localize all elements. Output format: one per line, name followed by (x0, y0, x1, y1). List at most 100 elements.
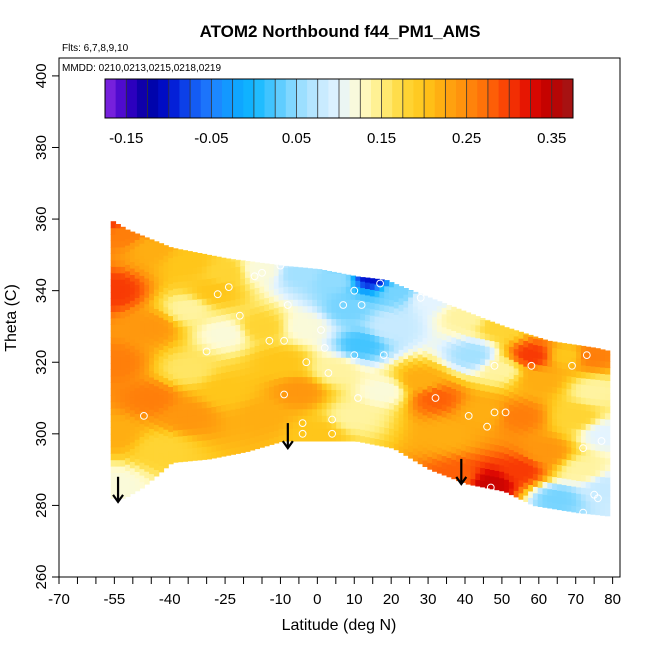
heatmap-cell (120, 446, 126, 454)
heatmap-cell (245, 341, 251, 349)
heatmap-cell (278, 396, 284, 404)
heatmap-cell (297, 318, 304, 326)
heatmap-cell (269, 386, 275, 394)
heatmap-cell (580, 410, 587, 417)
heatmap-cell (144, 471, 150, 479)
heatmap-cell (345, 421, 352, 429)
heatmap-cell (125, 315, 131, 323)
heatmap-cell (393, 346, 400, 354)
heatmap-cell (417, 315, 424, 323)
heatmap-cell (254, 268, 260, 276)
heatmap-cell (604, 425, 611, 433)
heatmap-cell (484, 371, 491, 379)
heatmap-cell (125, 412, 131, 420)
heatmap-cell (547, 456, 553, 464)
heatmap-cell (321, 363, 328, 371)
heatmap-cell (273, 391, 280, 399)
heatmap-cell (297, 376, 304, 384)
heatmap-cell (216, 334, 222, 342)
heatmap-cell (389, 428, 395, 436)
heatmap-cell (432, 348, 438, 356)
heatmap-cell (197, 388, 203, 396)
heatmap-cell (552, 405, 558, 413)
heatmap-cell (158, 388, 165, 396)
heatmap-cell (451, 330, 457, 338)
heatmap-cell (408, 419, 414, 427)
heatmap-cell (345, 428, 352, 436)
heatmap-cell (134, 303, 141, 311)
heatmap-cell (441, 391, 448, 399)
heatmap-cell (494, 373, 500, 381)
heatmap-cell (115, 266, 121, 274)
heatmap-cell (446, 386, 452, 394)
heatmap-cell (278, 364, 284, 372)
heatmap-cell (499, 451, 505, 459)
heatmap-cell (230, 331, 236, 339)
heatmap-cell (168, 431, 174, 439)
heatmap-cell (163, 442, 169, 449)
heatmap-cell (341, 292, 347, 300)
heatmap-cell (432, 400, 438, 408)
heatmap-cell (312, 268, 318, 275)
heatmap-cell (456, 474, 462, 482)
heatmap-cell (245, 374, 251, 381)
heatmap-cell (331, 318, 337, 326)
heatmap-cell (460, 340, 467, 348)
heatmap-cell (542, 429, 548, 437)
heatmap-cell (499, 381, 505, 389)
heatmap-cell (278, 312, 284, 320)
heatmap-cell (369, 289, 376, 297)
heatmap-cell (336, 421, 342, 429)
heatmap-cell (192, 415, 198, 423)
heatmap-cell (341, 318, 347, 326)
heatmap-cell (206, 259, 212, 267)
heatmap-cell (465, 419, 472, 427)
heatmap-cell (465, 471, 472, 479)
heatmap-cell (134, 400, 141, 408)
heatmap-cell (129, 306, 136, 314)
heatmap-cell (153, 241, 160, 245)
heatmap-cell (283, 408, 289, 416)
heatmap-cell (427, 340, 433, 348)
heatmap-cell (460, 405, 467, 412)
heatmap-cell (412, 344, 419, 352)
heatmap-cell (590, 359, 596, 367)
heatmap-cell (580, 390, 587, 398)
heatmap-cell (604, 451, 611, 459)
heatmap-cell (552, 444, 558, 452)
heatmap-cell (460, 360, 467, 367)
heatmap-cell (475, 395, 481, 403)
heatmap-cell (513, 477, 520, 485)
heatmap-cell (571, 415, 577, 423)
heatmap-cell (273, 417, 280, 425)
heatmap-cell (528, 445, 534, 453)
heatmap-cell (470, 414, 476, 422)
heatmap-cell (451, 369, 457, 377)
heatmap-cell (566, 362, 572, 370)
heatmap-cell (451, 375, 457, 383)
heatmap-cell (446, 425, 452, 433)
heatmap-cell (125, 470, 131, 478)
heatmap-cell (508, 436, 515, 444)
heatmap-cell (580, 371, 587, 379)
heatmap-cell (254, 397, 260, 404)
heatmap-cell (225, 281, 232, 289)
heatmap-cell (182, 306, 188, 314)
heatmap-cell (149, 467, 155, 475)
heatmap-cell (561, 452, 568, 460)
heatmap-cell (144, 284, 150, 292)
heatmap-cell (240, 317, 246, 325)
heatmap-cell (590, 449, 596, 457)
heatmap-cell (221, 340, 227, 348)
heatmap-cell (158, 446, 165, 454)
heatmap-cell (230, 389, 236, 397)
heatmap-cell (211, 412, 217, 420)
heatmap-cell (225, 258, 232, 263)
heatmap-cell (120, 459, 126, 467)
heatmap-cell (360, 422, 366, 430)
heatmap-cell (173, 455, 179, 463)
heatmap-cell (561, 400, 568, 408)
heatmap-cell (360, 287, 366, 295)
heatmap-cell (417, 341, 424, 349)
heatmap-cell (427, 462, 433, 470)
